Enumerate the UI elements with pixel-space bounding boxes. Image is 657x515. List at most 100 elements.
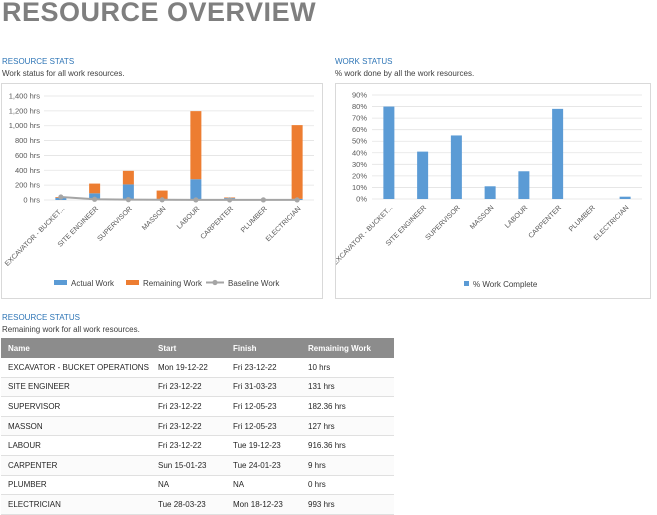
resource-status-subtitle: Remaining work for all work resources. bbox=[2, 325, 140, 334]
x-tick-label: SUPERVISOR bbox=[424, 204, 461, 241]
table-header: Name Start Finish Remaining Work bbox=[1, 338, 394, 358]
table-cell: SUPERVISOR bbox=[1, 396, 151, 417]
table-cell: Tue 28-03-23 bbox=[151, 494, 226, 515]
bar-remaining-work bbox=[291, 125, 303, 199]
table-cell: SITE ENGINEER bbox=[1, 377, 151, 398]
table-cell: CARPENTER bbox=[1, 455, 151, 476]
column-header: Finish bbox=[226, 338, 301, 358]
y-tick-label: 80% bbox=[352, 102, 367, 111]
table-row: EXCAVATOR - BUCKET OPERATIONS Mon 19-12-2… bbox=[1, 358, 394, 378]
y-tick-label: 200 hrs bbox=[15, 181, 40, 190]
table-row: MASSON Fri 23-12-22 Fri 12-05-23 127 hrs bbox=[1, 416, 394, 437]
table-cell: NA bbox=[226, 475, 301, 496]
x-tick-label: EXCAVATOR - BUCKET... bbox=[4, 205, 66, 267]
baseline-work-point bbox=[227, 197, 233, 203]
table-cell: MASSON bbox=[1, 416, 151, 437]
y-tick-label: 1,000 hrs bbox=[9, 121, 41, 130]
table-cell: Fri 23-12-22 bbox=[151, 416, 226, 437]
y-tick-label: 600 hrs bbox=[15, 151, 40, 160]
table-cell: 131 hrs bbox=[301, 377, 394, 398]
legend-marker-baseline-work bbox=[212, 279, 218, 286]
resource-stats-chart-frame: 0 hrs 200 hrs 400 hrs 600 hrs 800 hrs 1,000 h… bbox=[1, 83, 323, 299]
work-status-chart: 0% 10% 20% 30% 40% 50% 60% 70% 80% 90% EXCAVATOR -… bbox=[332, 91, 642, 289]
table-cell: Fri 12-05-23 bbox=[226, 396, 301, 417]
table-cell: Mon 18-12-23 bbox=[226, 494, 301, 515]
y-tick-label: 0 hrs bbox=[23, 196, 40, 205]
baseline-work-point bbox=[92, 196, 98, 202]
table-cell: Fri 31-03-23 bbox=[226, 377, 301, 398]
baseline-work-point bbox=[159, 197, 165, 203]
x-tick-label: SUPERVISOR bbox=[96, 205, 133, 242]
table-cell: 127 hrs bbox=[301, 416, 394, 437]
legend-swatch-actual-work bbox=[54, 280, 67, 285]
x-tick-label: EXCAVATOR - BUCKET... bbox=[336, 204, 394, 266]
x-tick-label: PLUMBER bbox=[568, 204, 597, 233]
table-body: EXCAVATOR - BUCKET OPERATIONS Mon 19-12-2… bbox=[1, 358, 394, 515]
bar-work-complete bbox=[552, 108, 564, 199]
bar-work-complete bbox=[619, 196, 631, 199]
table-row: LABOUR Fri 23-12-22 Tue 19-12-23 916.36 hrs bbox=[1, 435, 394, 456]
baseline-work-point bbox=[125, 197, 131, 203]
y-tick-label: 30% bbox=[352, 160, 367, 169]
table-row: CARPENTER Sun 15-01-23 Tue 24-01-23 9 hrs bbox=[1, 455, 394, 476]
column-header: Remaining Work bbox=[301, 338, 394, 358]
legend-label-actual-work: Actual Work bbox=[71, 279, 115, 288]
bar-work-complete bbox=[383, 106, 395, 199]
legend-label-remaining-work: Remaining Work bbox=[143, 279, 203, 288]
x-tick-label: CARPENTER bbox=[200, 205, 235, 240]
y-tick-label: 400 hrs bbox=[15, 166, 40, 175]
bar-actual-work bbox=[190, 179, 202, 200]
y-tick-label: 800 hrs bbox=[15, 136, 40, 145]
table-row: SUPERVISOR Fri 23-12-22 Fri 12-05-23 182.36… bbox=[1, 396, 394, 417]
x-tick-label: ELECTRICIAN bbox=[593, 204, 631, 242]
bar-work-complete bbox=[450, 135, 462, 199]
y-tick-label: 0% bbox=[356, 195, 367, 204]
work-status-heading: WORK STATUS bbox=[335, 57, 393, 66]
y-tick-label: 10% bbox=[352, 183, 367, 192]
table-cell: PLUMBER bbox=[1, 475, 151, 496]
x-tick-label: LABOUR bbox=[176, 205, 201, 230]
x-tick-label: MASSON bbox=[469, 204, 495, 230]
legend-swatch-work-complete bbox=[464, 281, 469, 286]
legend-label-work-complete: % Work Complete bbox=[473, 280, 538, 289]
table-row: ELECTRICIAN Tue 28-03-23 Mon 18-12-23 993 h… bbox=[1, 494, 394, 515]
bar-work-complete bbox=[484, 186, 496, 199]
table-cell: 10 hrs bbox=[301, 358, 394, 378]
resource-stats-chart: 0 hrs 200 hrs 400 hrs 600 hrs 800 hrs 1,000 h… bbox=[4, 92, 314, 288]
legend-label-baseline-work: Baseline Work bbox=[228, 279, 280, 288]
bar-work-complete bbox=[518, 171, 530, 199]
table-cell: Fri 23-12-22 bbox=[151, 435, 226, 456]
y-tick-label: 20% bbox=[352, 171, 367, 180]
table-cell: 916.36 hrs bbox=[301, 435, 394, 456]
legend-swatch-remaining-work bbox=[126, 280, 139, 285]
column-header: Start bbox=[151, 338, 226, 358]
x-tick-label: PLUMBER bbox=[240, 205, 269, 234]
y-tick-label: 1,200 hrs bbox=[9, 106, 41, 115]
column-header: Name bbox=[1, 338, 151, 358]
x-tick-label: MASSON bbox=[141, 205, 167, 231]
resource-status-table: Name Start Finish Remaining Work EXCAVATOR … bbox=[1, 338, 394, 515]
resource-stats-subtitle: Work status for all work resources. bbox=[2, 69, 125, 78]
table-cell: 0 hrs bbox=[301, 475, 394, 496]
y-tick-label: 90% bbox=[352, 91, 367, 100]
table-cell: Fri 23-12-22 bbox=[226, 358, 301, 378]
baseline-work-point bbox=[193, 197, 199, 203]
baseline-work-line bbox=[60, 196, 298, 201]
resource-stats-heading: RESOURCE STATS bbox=[2, 57, 75, 66]
baseline-work-point bbox=[294, 197, 300, 203]
y-tick-label: 1,400 hrs bbox=[9, 92, 41, 101]
baseline-work-point bbox=[260, 197, 266, 203]
page-title: RESOURCE OVERVIEW bbox=[2, 0, 317, 27]
bar-remaining-work bbox=[156, 190, 168, 200]
x-tick-label: LABOUR bbox=[504, 204, 529, 229]
table-cell: Fri 23-12-22 bbox=[151, 377, 226, 398]
table-cell: ELECTRICIAN bbox=[1, 494, 151, 515]
table-header-row: Name Start Finish Remaining Work bbox=[1, 338, 394, 358]
table-cell: Fri 23-12-22 bbox=[151, 396, 226, 417]
bar-actual-work bbox=[122, 184, 134, 200]
bar-actual-work bbox=[89, 193, 101, 200]
table-cell: Tue 19-12-23 bbox=[226, 435, 301, 456]
table-row: SITE ENGINEER Fri 23-12-22 Fri 31-03-23 131… bbox=[1, 377, 394, 398]
table-cell: NA bbox=[151, 475, 226, 496]
x-tick-label: CARPENTER bbox=[528, 204, 563, 239]
